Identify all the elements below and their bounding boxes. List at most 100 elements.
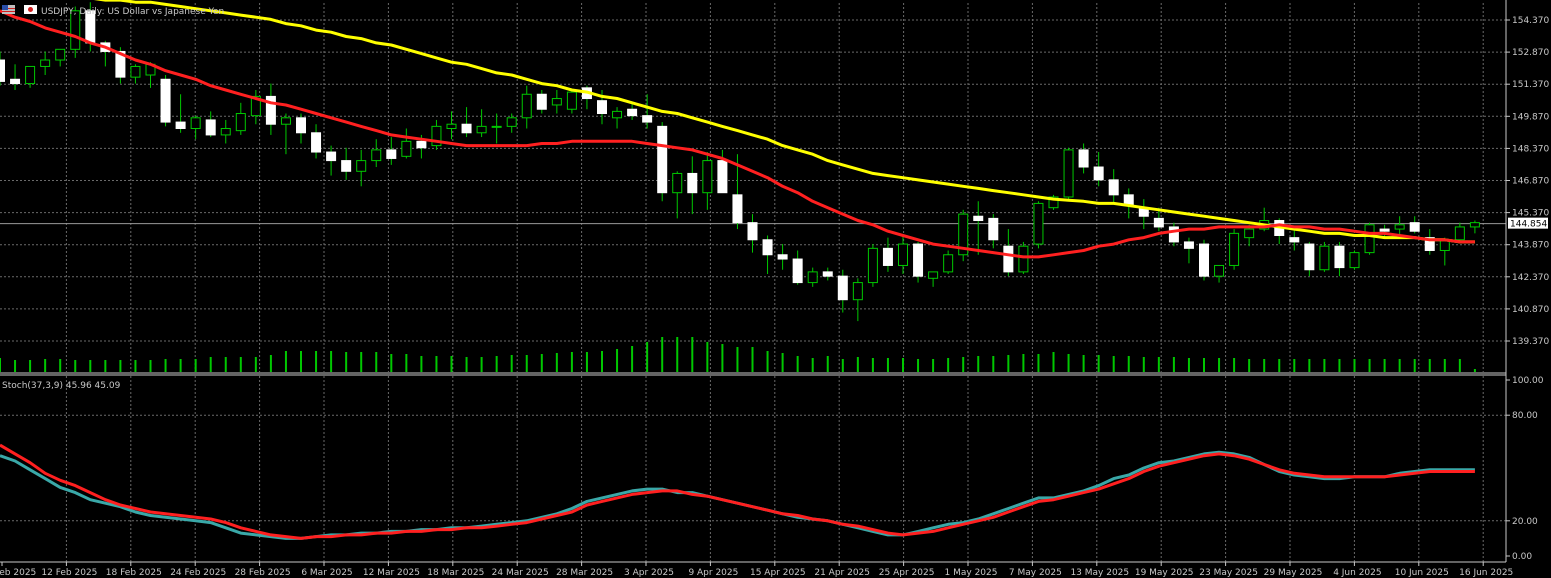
osc-tick-label: 20.00 xyxy=(1512,517,1538,527)
candle-body[interactable] xyxy=(1199,243,1209,277)
candle-body[interactable] xyxy=(1469,222,1480,228)
candle-body[interactable] xyxy=(311,132,322,153)
candle-body[interactable] xyxy=(687,172,698,194)
candle-body[interactable] xyxy=(461,123,472,134)
candle-body[interactable] xyxy=(341,160,352,172)
candle-body[interactable] xyxy=(1214,264,1225,277)
candle-body[interactable] xyxy=(642,115,653,123)
candle-body[interactable] xyxy=(1244,228,1255,239)
candle-body[interactable] xyxy=(792,258,803,284)
candle-body[interactable] xyxy=(822,271,833,277)
candle-body[interactable] xyxy=(837,275,848,301)
candle-body[interactable] xyxy=(852,282,863,301)
candle-body[interactable] xyxy=(1289,237,1300,243)
candle-body[interactable] xyxy=(250,95,261,117)
candle-body[interactable] xyxy=(657,125,668,194)
candle-body[interactable] xyxy=(928,271,939,279)
date-tick-label: 12 Mar 2025 xyxy=(363,568,420,578)
candle-body[interactable] xyxy=(446,123,457,129)
candle-body[interactable] xyxy=(882,247,893,266)
candle-body[interactable] xyxy=(1454,226,1465,241)
candle-body[interactable] xyxy=(25,65,36,85)
candle-body[interactable] xyxy=(280,117,291,125)
candle-body[interactable] xyxy=(1048,196,1059,209)
candle-body[interactable] xyxy=(431,125,442,147)
candle-body[interactable] xyxy=(265,95,276,125)
candle-body[interactable] xyxy=(190,117,201,129)
candle-body[interactable] xyxy=(10,78,21,85)
candle-body[interactable] xyxy=(807,271,818,284)
candle-body[interactable] xyxy=(732,194,743,224)
candle-body[interactable] xyxy=(702,160,713,194)
candle-body[interactable] xyxy=(220,127,231,136)
candle-body[interactable] xyxy=(476,125,487,134)
candle-body[interactable] xyxy=(1078,149,1089,168)
candle-body[interactable] xyxy=(913,243,924,277)
candle-body[interactable] xyxy=(1364,224,1375,254)
candle-body[interactable] xyxy=(175,121,186,129)
candle-body[interactable] xyxy=(867,247,878,284)
candle-body[interactable] xyxy=(597,100,607,115)
candle-body[interactable] xyxy=(1003,245,1014,273)
candle-body[interactable] xyxy=(973,215,984,222)
candle-body[interactable] xyxy=(1409,222,1420,232)
candle-body[interactable] xyxy=(130,65,141,78)
candle-body[interactable] xyxy=(40,59,51,67)
candle-body[interactable] xyxy=(115,50,126,78)
candle-body[interactable] xyxy=(717,160,728,194)
candle-body[interactable] xyxy=(898,243,908,266)
candle-body[interactable] xyxy=(1183,241,1194,249)
candle-body[interactable] xyxy=(627,108,638,117)
candle-body[interactable] xyxy=(1394,224,1405,230)
candle-body[interactable] xyxy=(1304,243,1315,271)
stochastic-lines xyxy=(0,443,1475,540)
axes xyxy=(0,0,1510,566)
candle-body[interactable] xyxy=(371,149,382,162)
candle-body[interactable] xyxy=(672,172,683,194)
candle-body[interactable] xyxy=(1168,226,1179,243)
candle-body[interactable] xyxy=(1334,245,1345,269)
candle-body[interactable] xyxy=(521,93,532,119)
candle-body[interactable] xyxy=(612,110,623,119)
candle-body[interactable] xyxy=(958,213,969,256)
date-tick-label: 29 May 2025 xyxy=(1264,568,1323,578)
date-tick-label: 9 Apr 2025 xyxy=(688,568,738,578)
candle-body[interactable] xyxy=(762,239,773,256)
candle-body[interactable] xyxy=(1349,252,1360,269)
candle-body[interactable] xyxy=(235,113,246,132)
candle-body[interactable] xyxy=(491,125,502,128)
candle-body[interactable] xyxy=(1093,166,1104,181)
candle-body[interactable] xyxy=(401,140,412,157)
candle-body[interactable] xyxy=(1033,202,1044,245)
candle-body[interactable] xyxy=(55,48,66,61)
date-tick-label: 28 Mar 2025 xyxy=(556,568,613,578)
candle-body[interactable] xyxy=(536,93,547,110)
candle-body[interactable] xyxy=(386,149,397,159)
candle-body[interactable] xyxy=(1379,228,1390,232)
candle-body[interactable] xyxy=(777,254,788,260)
candle-body[interactable] xyxy=(296,117,306,134)
candle-body[interactable] xyxy=(1424,237,1435,251)
candle-body[interactable] xyxy=(1063,149,1074,198)
candle-body[interactable] xyxy=(0,59,5,82)
candle-body[interactable] xyxy=(988,217,999,241)
candle-body[interactable] xyxy=(1153,217,1164,228)
candle-body[interactable] xyxy=(566,91,577,110)
candle-body[interactable] xyxy=(1319,245,1330,271)
candle-body[interactable] xyxy=(356,160,367,172)
candle-body[interactable] xyxy=(1108,179,1119,196)
candle-body[interactable] xyxy=(70,10,81,50)
candle-body[interactable] xyxy=(551,98,562,106)
candles[interactable] xyxy=(0,2,1480,322)
candle-body[interactable] xyxy=(160,78,171,123)
candle-body[interactable] xyxy=(326,151,337,162)
candle-body[interactable] xyxy=(943,254,954,273)
candle-body[interactable] xyxy=(1018,245,1029,273)
date-tick-label: 18 Mar 2025 xyxy=(427,568,484,578)
candle-body[interactable] xyxy=(747,222,758,241)
candle-body[interactable] xyxy=(416,140,427,149)
candle-body[interactable] xyxy=(1229,232,1240,266)
candle-body[interactable] xyxy=(506,117,517,127)
candle-body[interactable] xyxy=(205,119,216,136)
